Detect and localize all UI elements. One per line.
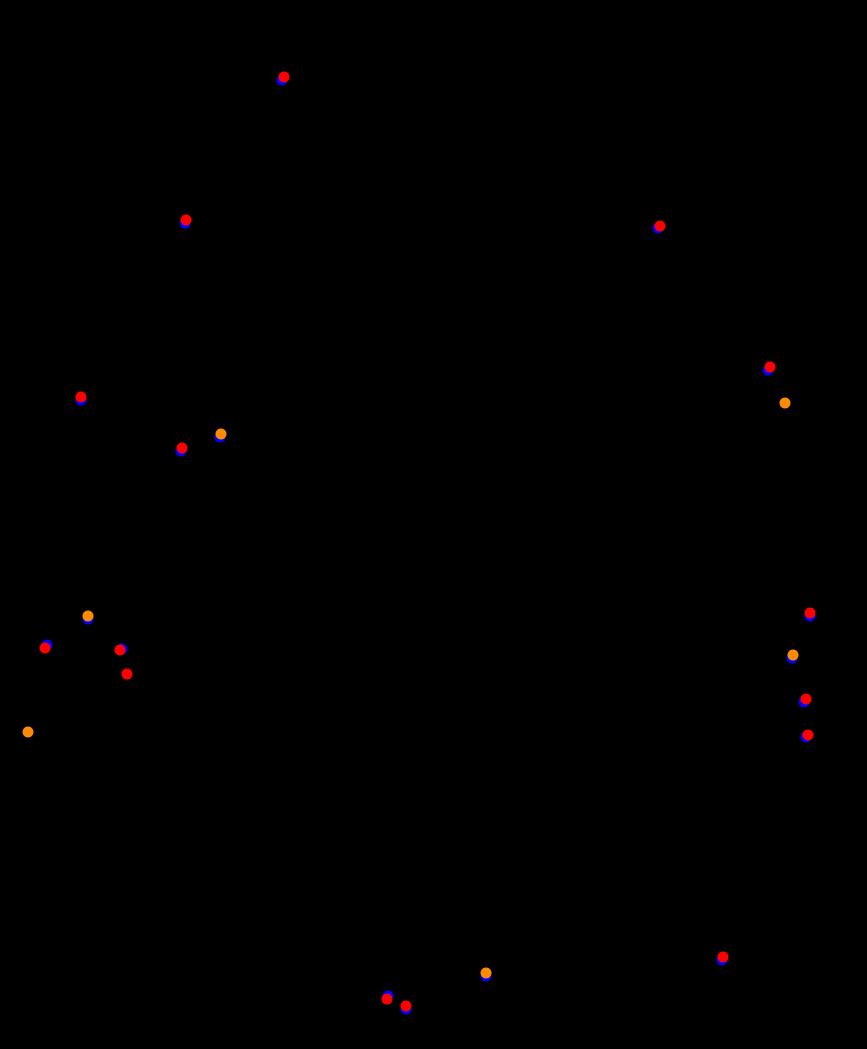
red-point-marker <box>802 729 814 741</box>
orange-point-marker <box>779 397 791 409</box>
red-point-marker <box>381 993 393 1005</box>
red-point-marker <box>400 1000 412 1012</box>
red-point-marker <box>804 607 816 619</box>
red-point-marker <box>39 642 51 654</box>
orange-point-marker <box>82 610 94 622</box>
red-point-marker <box>176 442 188 454</box>
red-point-marker <box>654 220 666 232</box>
red-point-marker <box>114 644 126 656</box>
orange-point-marker <box>480 967 492 979</box>
red-point-marker <box>717 951 729 963</box>
red-point-marker <box>278 71 290 83</box>
red-point-marker <box>75 391 87 403</box>
red-point-marker <box>180 214 192 226</box>
orange-point-marker <box>22 726 34 738</box>
red-point-marker <box>764 361 776 373</box>
red-point-marker <box>800 693 812 705</box>
orange-point-marker <box>215 428 227 440</box>
orange-point-marker <box>787 649 799 661</box>
red-point-marker <box>121 668 133 680</box>
